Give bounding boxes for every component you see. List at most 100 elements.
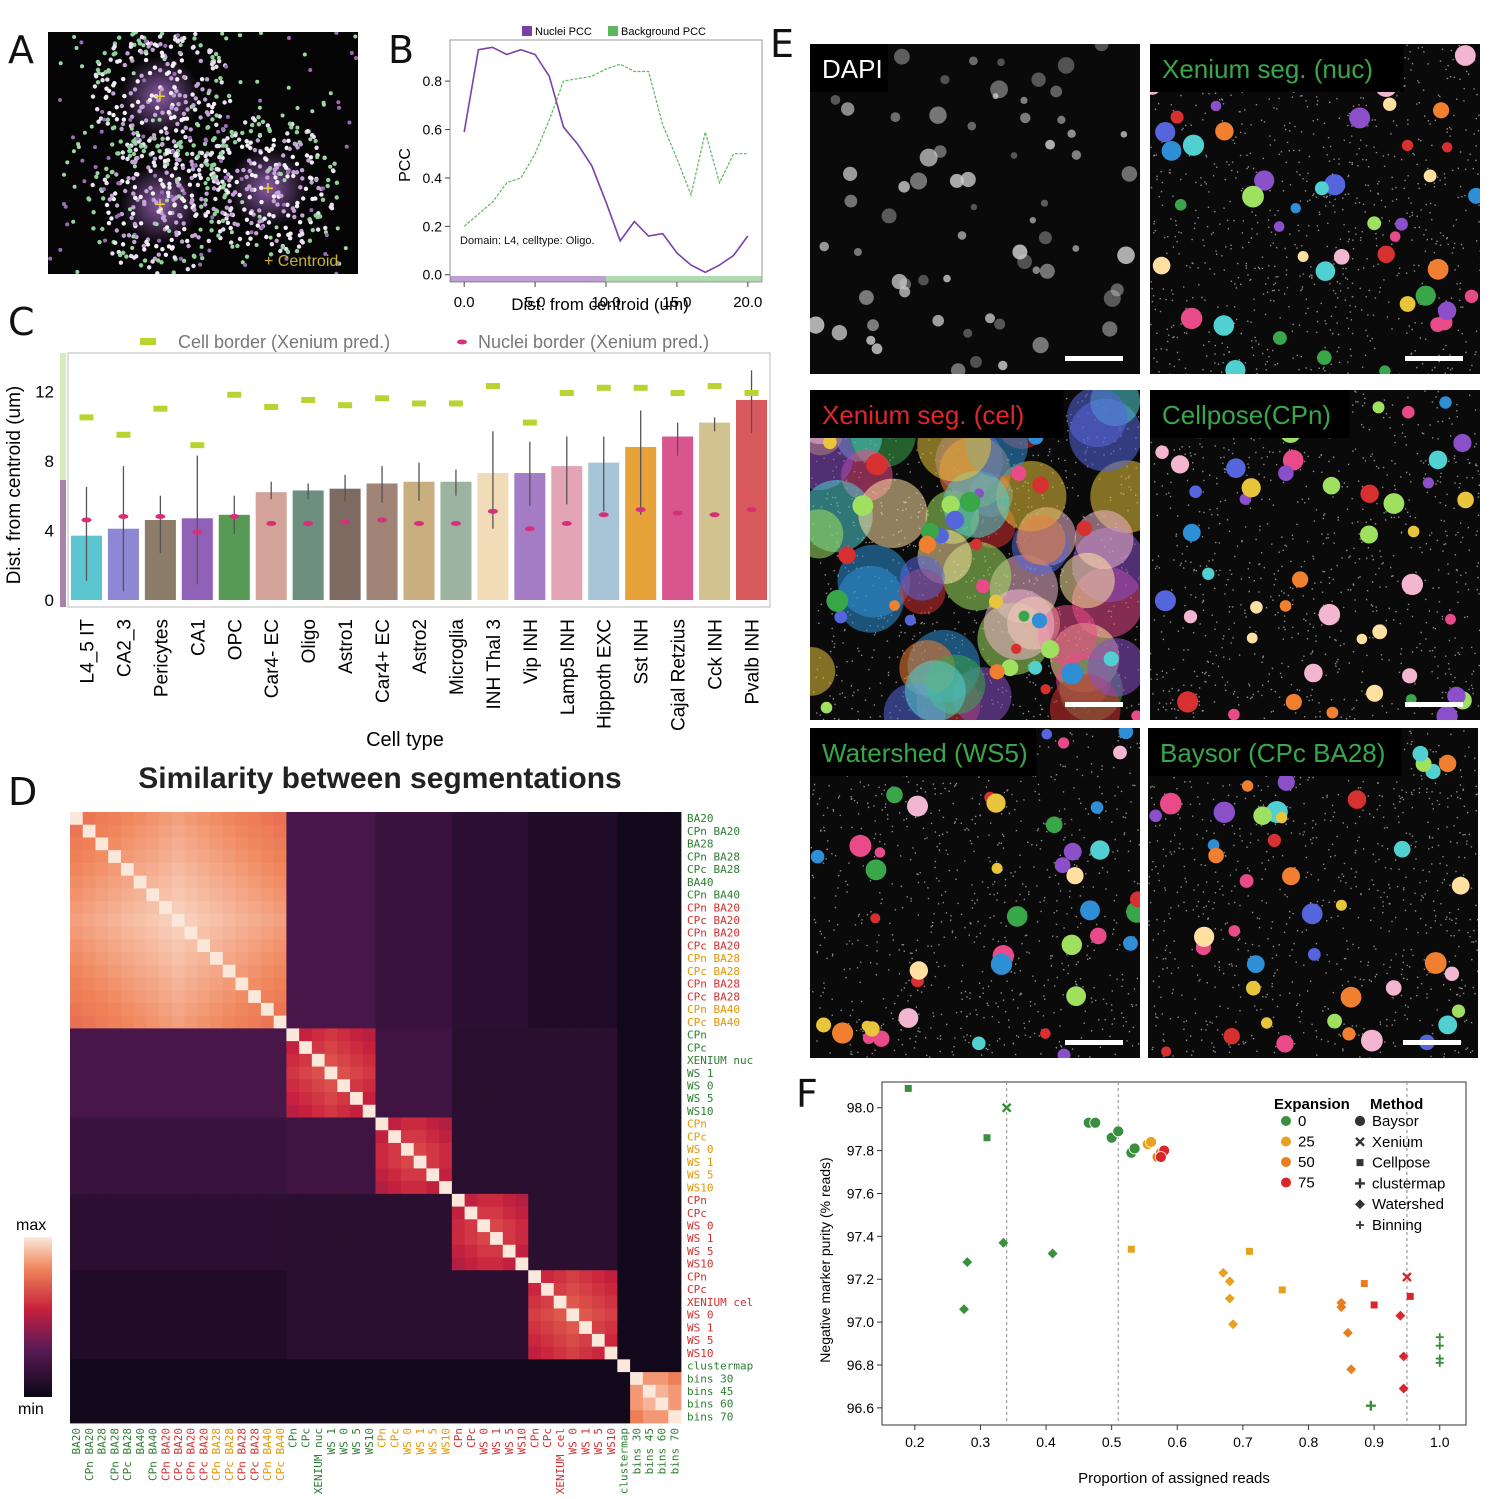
heatmap-cell <box>260 1181 275 1195</box>
heatmap-cell <box>222 888 236 902</box>
heatmap-cell <box>502 901 516 915</box>
heatmap-cell <box>490 990 504 1004</box>
heatmap-cell <box>159 1282 173 1297</box>
heatmap-cell <box>171 862 185 877</box>
transcript-dot <box>174 230 179 235</box>
transcript-dot <box>1334 198 1336 201</box>
heatmap-cell <box>210 1346 224 1360</box>
heatmap-cell <box>490 812 504 826</box>
transcript-dot <box>249 220 254 226</box>
heatmap-cell <box>222 1359 236 1373</box>
transcript-dot <box>174 107 179 112</box>
heatmap-cell <box>604 888 618 902</box>
transcript-dot <box>1365 296 1367 298</box>
heatmap-cell <box>630 1193 644 1208</box>
transcript-dot <box>1221 255 1223 257</box>
transcript-dot <box>95 171 100 176</box>
heatmap-cell <box>464 1397 478 1411</box>
heatmap-cell <box>184 824 198 838</box>
heatmap-cell <box>668 1117 682 1131</box>
col-label: bins 70 <box>668 1428 681 1474</box>
heatmap-cell <box>655 1117 669 1131</box>
nucleus <box>960 171 976 188</box>
heatmap-cell <box>210 1028 224 1042</box>
transcript-dot <box>1434 204 1436 206</box>
transcript-dot <box>224 64 229 69</box>
heatmap-cell <box>222 1244 236 1258</box>
heatmap-cell <box>197 812 211 826</box>
heatmap-cell <box>490 1002 504 1017</box>
heatmap-cell <box>502 1028 516 1042</box>
transcript-dot <box>1262 352 1264 355</box>
heatmap-cell <box>642 1168 656 1182</box>
transcript-dot <box>1301 288 1303 290</box>
transcript-dot <box>107 197 112 202</box>
transcript-dot <box>274 165 280 170</box>
heatmap-cell <box>515 1372 529 1386</box>
heatmap-cell <box>375 850 389 864</box>
transcript-dot <box>326 177 331 183</box>
heatmap-cell <box>591 1384 606 1398</box>
heatmap-cell <box>70 939 84 953</box>
bar <box>292 490 324 601</box>
transcript-dot <box>1369 340 1371 342</box>
heatmap-cell <box>400 964 415 978</box>
heatmap-cell <box>159 964 173 978</box>
heatmap-cell <box>464 1295 478 1309</box>
transcript-dot <box>1337 297 1339 299</box>
transcript-dot <box>1156 175 1158 178</box>
heatmap-cell <box>566 1219 580 1233</box>
heatmap-cell <box>260 1053 275 1067</box>
heatmap-cell <box>146 1168 160 1182</box>
heatmap-cell <box>159 1232 173 1246</box>
transcript-dot <box>1227 228 1229 230</box>
transcript-dot <box>1170 289 1173 291</box>
heatmap-cell <box>210 977 224 991</box>
heatmap-cell <box>171 1244 185 1258</box>
panel-c-ylabel: Dist. from centroid (um) <box>4 386 25 584</box>
col-label: CPn <box>287 1428 300 1448</box>
cell-border-marker <box>227 391 242 398</box>
heatmap-cell <box>439 1359 453 1373</box>
transcript-dot <box>844 696 846 699</box>
heatmap-cell <box>617 1232 631 1246</box>
heatmap-cell <box>642 875 656 889</box>
heatmap-cell <box>515 1397 529 1411</box>
transcript-dot <box>102 117 107 122</box>
heatmap-cell <box>299 1244 313 1258</box>
transcript-dot <box>109 216 114 221</box>
transcript-dot <box>218 76 223 81</box>
heatmap-cell <box>337 1181 351 1195</box>
segmented-cell <box>1152 256 1171 275</box>
heatmap-cell <box>95 1333 109 1348</box>
heatmap-cell <box>579 1397 593 1411</box>
transcript-dot <box>222 100 227 105</box>
heatmap-cell <box>655 1232 669 1246</box>
heatmap-cell <box>528 1232 542 1246</box>
transcript-dot <box>1450 49 1452 52</box>
transcript-dot <box>1041 708 1044 710</box>
legend-label: Nuclei border (Xenium pred.) <box>478 332 709 352</box>
heatmap-cell <box>311 901 325 915</box>
heatmap-cell <box>350 1028 364 1042</box>
transcript-dot <box>204 77 210 82</box>
heatmap-cell <box>464 1321 478 1335</box>
row-label: CPc <box>687 1207 707 1220</box>
transcript-dot <box>1372 314 1375 316</box>
transcript-dot <box>239 144 245 149</box>
col-label: CPn BA20 <box>185 1428 198 1481</box>
transcript-dot <box>189 193 195 198</box>
transcript-dot <box>102 177 108 182</box>
heatmap-cell <box>668 1079 682 1093</box>
transcript-dot <box>180 129 185 134</box>
transcript-dot <box>79 40 84 45</box>
heatmap-cell <box>324 862 338 877</box>
heatmap-cell <box>197 850 211 864</box>
transcript-dot <box>131 71 136 76</box>
heatmap-cell <box>324 812 338 826</box>
transcript-dot <box>171 93 177 98</box>
heatmap-cell <box>197 1079 211 1093</box>
heatmap-cell <box>70 913 84 927</box>
heatmap-cell <box>400 1359 415 1373</box>
transcript-dot <box>1066 487 1069 489</box>
